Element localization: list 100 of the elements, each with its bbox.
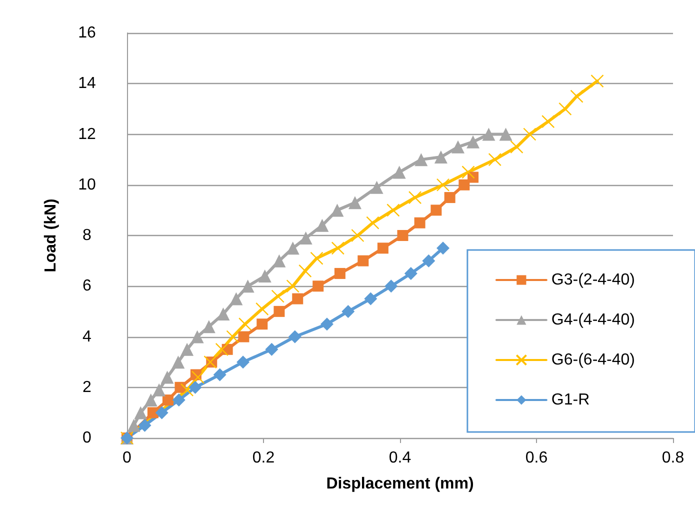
point (436, 178, 450, 192)
point (404, 266, 418, 280)
point (202, 320, 216, 334)
point (180, 383, 194, 397)
point (434, 150, 448, 164)
y-tick-label: 14 (78, 75, 96, 92)
point (397, 230, 408, 241)
point (414, 153, 428, 166)
point (160, 370, 174, 384)
point (370, 180, 384, 194)
x-tick-label: 0.4 (388, 450, 412, 466)
point (377, 242, 388, 254)
point (188, 380, 202, 394)
point (358, 255, 369, 266)
point (482, 128, 496, 141)
point (430, 204, 442, 216)
point (299, 232, 312, 245)
point (238, 331, 250, 342)
point (215, 342, 228, 356)
point (272, 254, 286, 268)
x-tick-label: 0.8 (662, 450, 684, 466)
point (558, 102, 572, 116)
y-tick-label: 12 (78, 126, 96, 143)
point (408, 190, 422, 204)
point (392, 166, 406, 179)
point (436, 242, 450, 255)
y-tick-label: 2 (82, 378, 92, 396)
y-axis-title: Load (kN) (42, 198, 60, 272)
point (384, 280, 398, 293)
point (144, 394, 158, 407)
point (523, 128, 536, 141)
x-tick-label: 0.6 (525, 450, 548, 466)
point (590, 74, 604, 88)
point (320, 318, 334, 331)
point (230, 292, 243, 306)
point (162, 394, 174, 406)
point (499, 128, 512, 141)
point (174, 382, 186, 393)
legend-label: G3-(2-4-40) (551, 272, 635, 288)
point (466, 135, 480, 148)
point (386, 204, 400, 217)
point (155, 406, 168, 420)
point (510, 140, 524, 154)
point (172, 394, 186, 407)
point (570, 90, 584, 103)
y-tick-label: 10 (78, 176, 96, 194)
point (180, 342, 194, 356)
point (172, 356, 185, 369)
x-axis-title: Displacement (mm) (326, 476, 474, 492)
point (138, 418, 152, 432)
point (238, 317, 252, 331)
point (468, 172, 479, 183)
point (256, 302, 269, 316)
point (414, 217, 426, 228)
point (286, 280, 300, 293)
point (316, 218, 329, 232)
point (452, 140, 465, 154)
point (127, 418, 140, 432)
point (462, 166, 475, 179)
point (542, 114, 555, 128)
point (265, 342, 278, 356)
y-tick-label: 0 (82, 430, 92, 446)
point (134, 406, 148, 420)
point (458, 179, 470, 190)
point (342, 304, 355, 318)
point (274, 306, 285, 317)
point (286, 242, 300, 255)
point (444, 192, 456, 204)
point (241, 280, 254, 293)
y-tick-label: 8 (82, 227, 92, 244)
point (334, 268, 346, 279)
point (364, 292, 378, 306)
legend-label: G6-(6-4-40) (551, 352, 635, 368)
point (298, 264, 312, 278)
point (292, 293, 304, 304)
point (258, 270, 272, 282)
point (152, 383, 166, 396)
point (236, 356, 250, 369)
point (422, 254, 436, 268)
y-tick-label: 6 (82, 278, 92, 295)
point (204, 355, 217, 369)
point (271, 290, 284, 303)
point (330, 204, 344, 217)
point (348, 196, 362, 210)
point (351, 228, 364, 242)
y-tick-label: 4 (82, 328, 92, 346)
point (216, 307, 230, 320)
point (147, 407, 158, 418)
point (226, 330, 240, 344)
y-tick-label: 16 (78, 24, 96, 42)
legend-label: G4-(4-4-40) (551, 312, 635, 328)
legend-label: G1-R (551, 392, 590, 408)
point (310, 252, 324, 265)
point (256, 318, 268, 330)
point (191, 370, 205, 384)
point (331, 242, 344, 255)
point (190, 330, 204, 344)
point (288, 330, 302, 344)
point (366, 216, 380, 230)
x-tick-label: 0.2 (252, 450, 275, 466)
